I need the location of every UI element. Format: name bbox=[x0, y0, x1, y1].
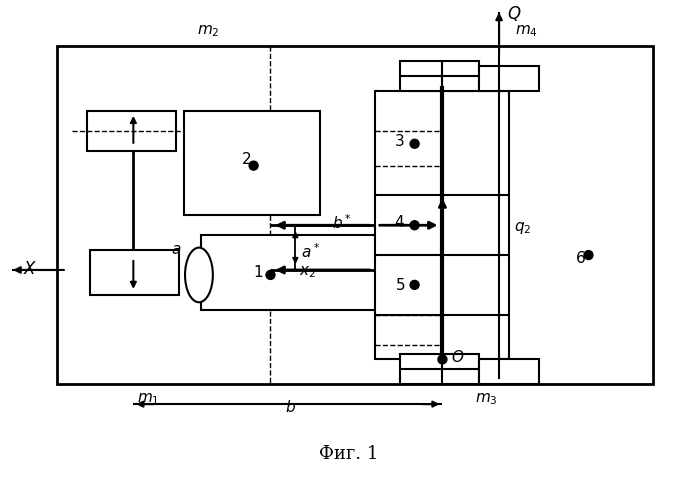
Text: $a$: $a$ bbox=[171, 243, 181, 257]
Text: Фиг. 1: Фиг. 1 bbox=[319, 445, 379, 463]
Text: $b^*$: $b^*$ bbox=[332, 213, 352, 232]
Circle shape bbox=[410, 221, 419, 230]
Circle shape bbox=[584, 251, 593, 260]
Circle shape bbox=[438, 355, 447, 364]
Bar bbox=[400, 61, 480, 91]
Text: $m_4$: $m_4$ bbox=[515, 23, 538, 40]
Text: $m_3$: $m_3$ bbox=[475, 391, 498, 407]
Text: $3$: $3$ bbox=[394, 133, 405, 149]
Text: $q_2$: $q_2$ bbox=[514, 220, 532, 236]
Text: $X$: $X$ bbox=[23, 262, 37, 279]
Text: $x_2$: $x_2$ bbox=[298, 264, 316, 280]
Circle shape bbox=[249, 161, 258, 170]
Text: $Q$: $Q$ bbox=[507, 4, 521, 23]
Ellipse shape bbox=[185, 247, 213, 302]
Text: $1$: $1$ bbox=[254, 264, 264, 280]
Circle shape bbox=[266, 270, 275, 280]
Circle shape bbox=[410, 139, 419, 148]
Text: $m_1$: $m_1$ bbox=[137, 391, 159, 407]
Bar bbox=[400, 354, 480, 384]
Text: $m_2$: $m_2$ bbox=[196, 23, 219, 40]
Bar bbox=[480, 66, 539, 91]
Text: $6$: $6$ bbox=[575, 250, 586, 266]
Bar bbox=[184, 111, 320, 215]
Bar bbox=[89, 250, 179, 295]
Text: $5$: $5$ bbox=[394, 277, 405, 293]
Bar bbox=[57, 46, 653, 384]
Text: $4$: $4$ bbox=[394, 214, 405, 230]
Text: $a^*$: $a^*$ bbox=[301, 243, 320, 262]
Bar bbox=[375, 91, 509, 359]
Bar bbox=[201, 235, 380, 310]
Text: $O$: $O$ bbox=[451, 349, 464, 366]
Circle shape bbox=[410, 281, 419, 289]
Text: $2$: $2$ bbox=[240, 151, 251, 167]
Bar bbox=[87, 111, 176, 151]
Bar bbox=[480, 359, 539, 384]
Text: $b$: $b$ bbox=[285, 399, 296, 415]
